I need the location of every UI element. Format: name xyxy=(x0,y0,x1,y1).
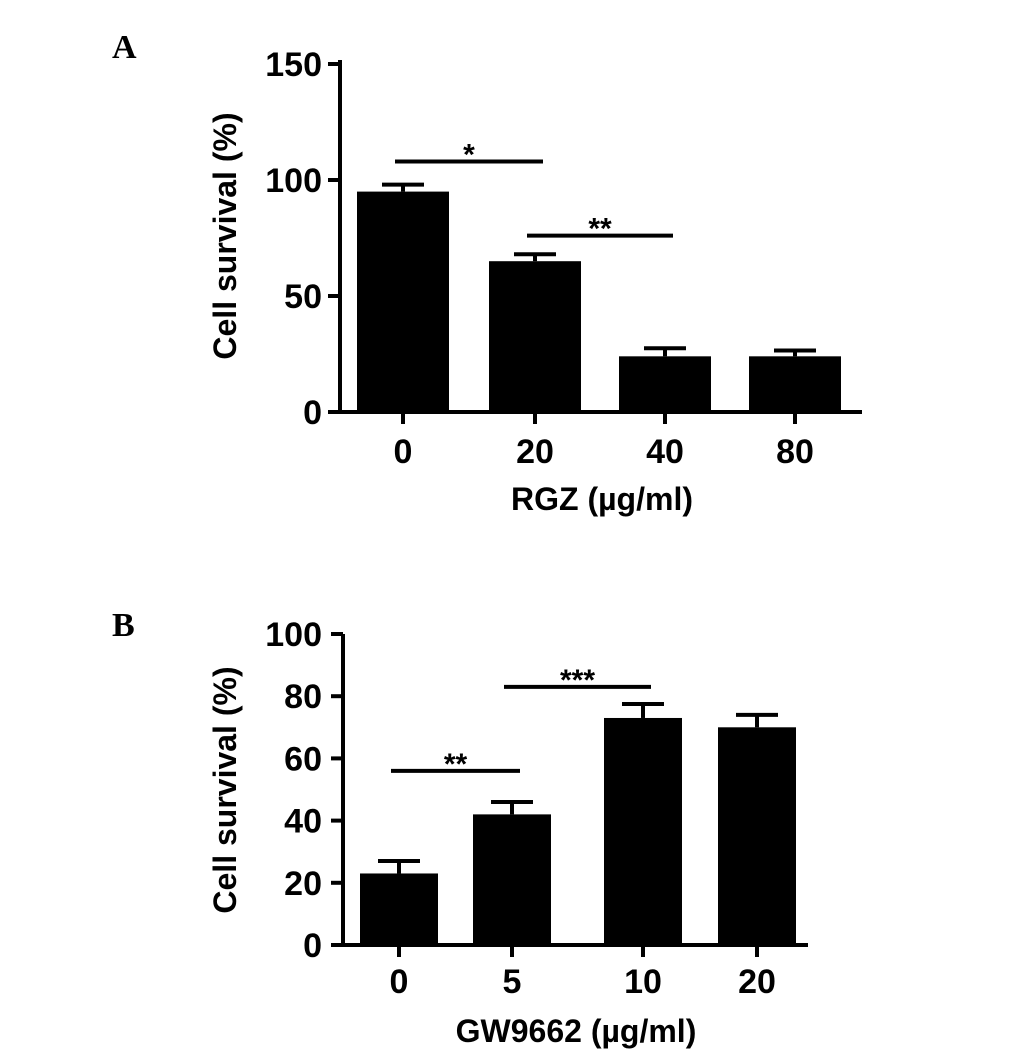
panel-b-bar xyxy=(718,727,796,945)
panel-a-bar xyxy=(489,261,581,412)
panel-a-significance-label: ** xyxy=(588,213,612,246)
panel-a-x-ticks: 0 20 40 80 xyxy=(394,412,814,471)
panel-b-significance-label: *** xyxy=(560,664,595,697)
panel-a-y-tick-label: 0 xyxy=(303,394,322,432)
panel-a-marks: *** xyxy=(357,138,841,412)
panel-a-letter: A xyxy=(112,29,137,66)
panel-b-x-tick-label: 20 xyxy=(738,963,776,1001)
panel-b-x-axis-title: GW9662 (µg/ml) xyxy=(456,1013,697,1049)
panel-a-x-axis-title: RGZ (µg/ml) xyxy=(511,481,693,517)
panel-b-x-tick-label: 10 xyxy=(624,963,662,1001)
panel-a-bar xyxy=(357,191,449,412)
panel-a-y-ticks: 0 50 100 150 xyxy=(265,46,340,432)
panel-a-x-tick-label: 20 xyxy=(516,433,554,471)
panel-b-x-tick-label: 5 xyxy=(503,963,522,1001)
panel-b-bar xyxy=(473,814,551,945)
panel-b-y-tick-label: 60 xyxy=(284,740,322,778)
panel-b-y-tick-label: 40 xyxy=(284,803,322,841)
panel-b-letter: B xyxy=(112,607,135,644)
panel-b-y-tick-label: 0 xyxy=(303,927,322,965)
panel-b-significance-label: ** xyxy=(444,748,468,781)
panel-a-y-tick-label: 50 xyxy=(284,278,322,316)
panel-a-x-tick-label: 40 xyxy=(646,433,684,471)
panel-a-x-tick-label: 0 xyxy=(394,433,413,471)
panel-b-y-axis-title: Cell survival (%) xyxy=(207,666,243,913)
panel-b-x-ticks: 0 5 10 20 xyxy=(390,945,776,1001)
panel-b-bar xyxy=(604,717,682,945)
panel-b-y-tick-label: 80 xyxy=(284,678,322,716)
panel-a-y-tick-label: 100 xyxy=(265,162,322,200)
panel-b-y-tick-label: 20 xyxy=(284,865,322,903)
panel-b-x-tick-label: 0 xyxy=(390,963,409,1001)
panel-a-y-axis-title: Cell survival (%) xyxy=(207,112,243,359)
panel-b-y-tick-label: 100 xyxy=(265,616,322,654)
panel-a-bar xyxy=(619,356,711,412)
panel-a-y-tick-label: 150 xyxy=(265,46,322,84)
panel-a-significance-label: * xyxy=(463,138,475,171)
panel-b-bar xyxy=(360,873,438,945)
panel-a-bar xyxy=(749,356,841,412)
panel-b-marks: ***** xyxy=(360,664,796,945)
panel-b-y-ticks: 0 20 40 60 80 100 xyxy=(265,616,343,965)
panel-a-x-tick-label: 80 xyxy=(776,433,814,471)
